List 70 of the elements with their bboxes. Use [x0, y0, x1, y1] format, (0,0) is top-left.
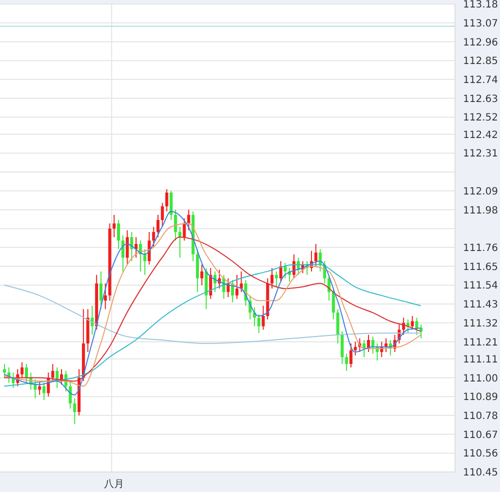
candlestick — [152, 226, 156, 248]
candlestick — [332, 288, 335, 320]
candlestick — [34, 378, 37, 399]
candlestick — [410, 316, 414, 330]
candlestick — [165, 188, 168, 212]
y-tick-label: 111.11 — [463, 354, 498, 366]
candlestick — [314, 244, 318, 267]
y-tick-label: 111.76 — [463, 242, 498, 254]
candlestick — [42, 382, 46, 400]
y-tick-label: 110.67 — [463, 430, 498, 441]
candlestick — [73, 398, 76, 424]
candlestick — [257, 314, 260, 334]
candlestick — [187, 209, 190, 231]
candlestick — [156, 214, 160, 238]
candlestick — [182, 218, 186, 242]
candlestick — [112, 214, 116, 238]
y-tick-label: 112.09 — [463, 186, 498, 198]
candlestick — [51, 364, 54, 382]
candlestick — [262, 305, 265, 330]
y-tick-label: 111.54 — [463, 280, 498, 292]
y-tick-label: 112.96 — [463, 37, 498, 48]
y-tick-label: 110.89 — [463, 392, 498, 404]
candlestick — [240, 270, 243, 292]
y-tick-label: 112.74 — [463, 74, 498, 86]
candlestick — [371, 336, 374, 354]
candlestick — [121, 234, 124, 272]
y-tick-label: 112.52 — [463, 112, 498, 124]
candlestick — [349, 342, 352, 368]
y-tick-label: 110.56 — [463, 448, 498, 460]
candlestick — [345, 353, 348, 372]
candlestick — [274, 270, 278, 288]
candlestick — [174, 209, 178, 242]
y-tick-label: 112.42 — [463, 130, 498, 141]
candlestick — [354, 341, 357, 356]
y-tick-label: 113.18 — [463, 0, 498, 11]
y-tick-label: 111.98 — [463, 205, 498, 216]
y-tick-label: 113.07 — [463, 18, 498, 30]
candlestick — [204, 268, 208, 310]
candlestick — [117, 220, 120, 250]
y-tick-label: 111.43 — [463, 300, 498, 311]
candlestick — [235, 274, 238, 300]
candlestick — [336, 308, 340, 344]
candlestick — [200, 264, 204, 286]
candlestick — [104, 282, 107, 310]
y-tick-label: 111.21 — [463, 337, 498, 348]
candlestick — [90, 305, 94, 336]
y-tick-label: 110.45 — [463, 468, 498, 479]
candlestick — [284, 262, 287, 279]
candlestick — [143, 248, 146, 276]
candlestick — [270, 268, 274, 290]
candlestick — [99, 270, 102, 310]
candlestick — [3, 364, 6, 378]
candlestick — [20, 362, 24, 378]
candlestick — [279, 260, 282, 282]
candlestick — [24, 364, 28, 384]
line-series — [4, 284, 422, 344]
y-tick-label: 110.78 — [463, 410, 498, 422]
candlestick — [170, 190, 173, 220]
y-tick-label: 112.63 — [463, 94, 498, 105]
x-tick-label: 八月 — [104, 479, 124, 490]
y-tick-label: 112.85 — [463, 56, 498, 68]
y-tick-label: 111.32 — [463, 318, 498, 330]
y-tick-label: 111.65 — [463, 262, 498, 273]
candlestick — [126, 230, 129, 266]
candlestick — [68, 380, 72, 410]
y-tick-label: 112.31 — [463, 148, 498, 160]
candlestick — [415, 317, 418, 336]
candlestick — [340, 330, 344, 364]
y-tick-label: 111.00 — [463, 373, 498, 384]
candlestick — [160, 202, 164, 228]
